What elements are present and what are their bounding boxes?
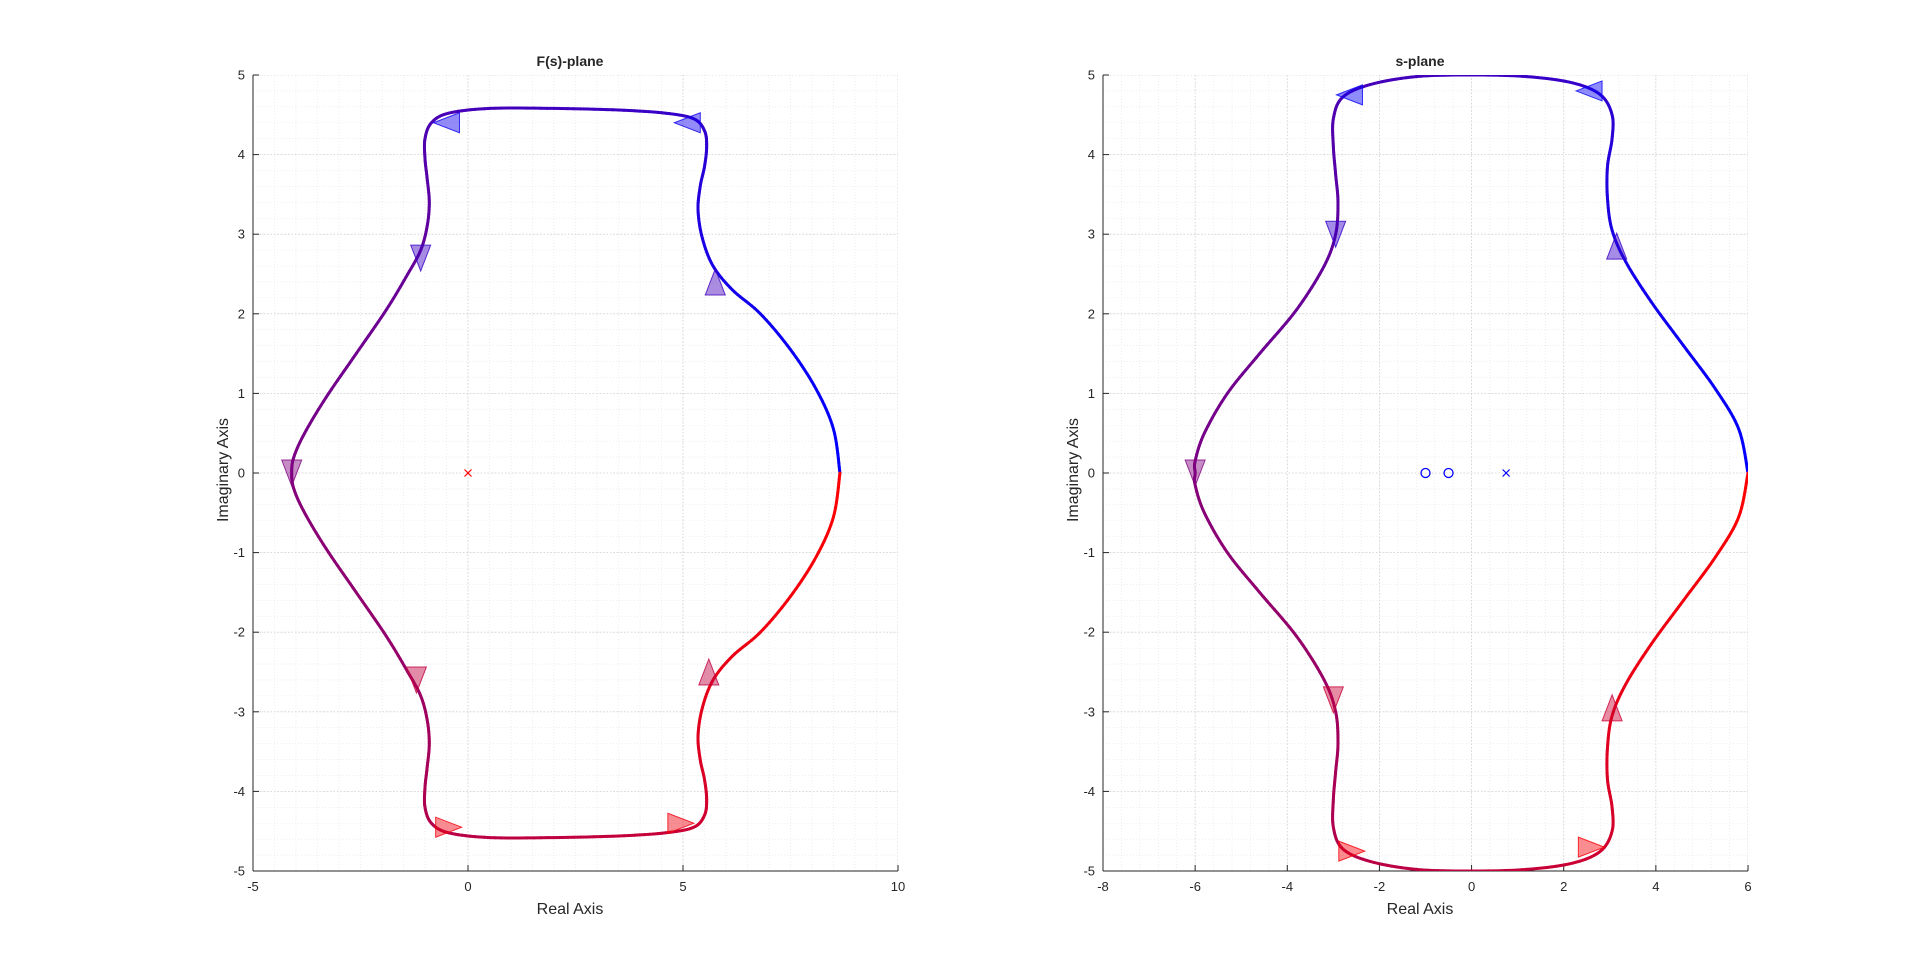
f-plane-plot: F(s)-plane Real Axis Imaginary Axis -5 0 5…: [215, 53, 905, 918]
nyquist-contour: [290, 106, 842, 840]
direction-arrow: [704, 267, 726, 296]
y-tick-label: -1: [233, 545, 245, 560]
x-tick-label: 0: [1468, 879, 1475, 894]
y-tick-label: -1: [1083, 545, 1095, 560]
direction-arrow: [1601, 693, 1623, 722]
direction-arrow: [405, 666, 428, 695]
direction-arrow: [1574, 80, 1603, 102]
y-tick-label: -2: [233, 625, 245, 640]
y-tick-label: -5: [233, 864, 245, 879]
x-tick-label: 6: [1744, 879, 1751, 894]
x-tick-label: -6: [1189, 879, 1201, 894]
y-tick-label: 5: [1088, 68, 1095, 83]
y-tick-label: 1: [238, 386, 245, 401]
direction-arrows: [1184, 80, 1628, 862]
x-axis-label: Real Axis: [537, 901, 604, 918]
pole-stroke: [464, 469, 472, 477]
zero-marker: [1420, 467, 1431, 479]
pole-stroke: [1502, 469, 1511, 477]
x-tick-label: 2: [1560, 879, 1567, 894]
direction-arrow: [1324, 220, 1347, 249]
direction-arrow: [1184, 459, 1206, 488]
y-tick-label: -2: [1083, 625, 1095, 640]
x-tick-label: 10: [891, 879, 905, 894]
direction-arrow: [280, 459, 303, 488]
grid: [1103, 75, 1748, 871]
x-axis-label: Real Axis: [1387, 901, 1454, 918]
direction-arrows: [280, 112, 726, 838]
direction-arrow: [672, 112, 701, 134]
y-tick-label: -3: [233, 704, 245, 719]
plot-title: F(s)-plane: [537, 53, 604, 69]
direction-arrow: [1338, 840, 1367, 862]
y-tick-label: 4: [1088, 147, 1095, 162]
direction-arrow: [1322, 686, 1345, 715]
nyquist-contour: [1192, 75, 1748, 871]
x-tick-label: 0: [464, 879, 471, 894]
pole-marker: [1502, 469, 1511, 477]
direction-arrow: [432, 112, 460, 134]
plot-title: s-plane: [1395, 53, 1444, 69]
y-axis-label: Imaginary Axis: [215, 418, 232, 522]
y-tick-label: 5: [238, 68, 245, 83]
x-tick-label: 4: [1652, 879, 1659, 894]
y-tick-label: 3: [1088, 227, 1095, 242]
y-tick-label: -4: [233, 784, 245, 799]
grid: [253, 75, 898, 871]
y-tick-label: 0: [1088, 466, 1095, 481]
y-tick-label: -3: [1083, 704, 1095, 719]
x-tick-label: -5: [247, 879, 259, 894]
direction-arrow: [1335, 84, 1363, 106]
x-tick-label: -4: [1282, 879, 1294, 894]
direction-arrow: [1577, 836, 1606, 858]
y-tick-label: 4: [238, 147, 245, 162]
y-axis-label: Imaginary Axis: [1065, 418, 1082, 522]
x-tick-label: -2: [1374, 879, 1386, 894]
y-tick-label: 3: [238, 227, 245, 242]
y-tick-label: 1: [1088, 386, 1095, 401]
y-tick-label: -5: [1083, 864, 1095, 879]
y-tick-label: 0: [238, 466, 245, 481]
y-tick-label: 2: [238, 306, 245, 321]
pole-marker: [464, 469, 472, 477]
direction-arrow: [667, 812, 696, 834]
direction-arrow: [409, 244, 432, 273]
y-tick-label: -4: [1083, 784, 1095, 799]
x-tick-label: -8: [1097, 879, 1109, 894]
direction-arrow: [698, 657, 720, 686]
zero-marker: [1443, 467, 1454, 479]
direction-arrow: [435, 816, 464, 838]
y-tick-label: 2: [1088, 306, 1095, 321]
s-plane-plot: s-plane Real Axis Imaginary Axis -8 -6 -4 -…: [1065, 53, 1752, 918]
direction-arrow: [1605, 231, 1628, 260]
x-tick-label: 5: [679, 879, 686, 894]
